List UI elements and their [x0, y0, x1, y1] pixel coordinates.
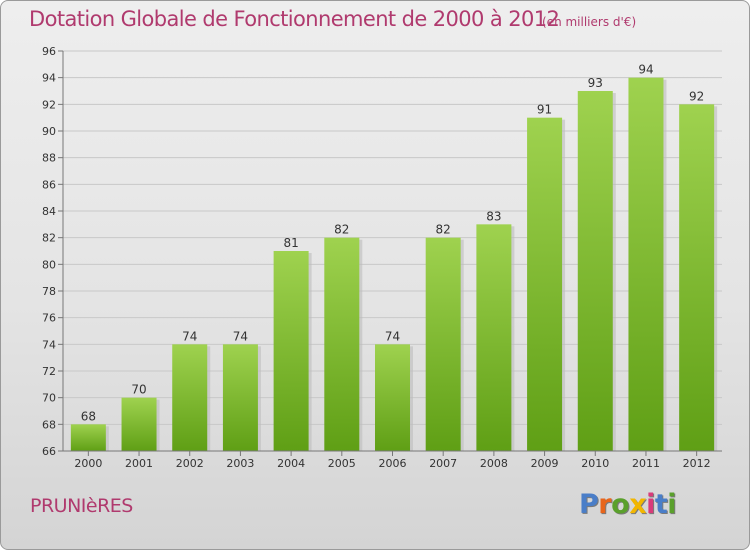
data-label: 82	[436, 223, 451, 237]
bar-2000	[70, 424, 106, 451]
bar-2003	[222, 344, 258, 451]
x-tick-label: 2010	[581, 457, 609, 470]
x-tick-label: 2006	[379, 457, 407, 470]
logo-letter: P	[579, 489, 599, 520]
bar-2002	[172, 344, 208, 451]
logo-letter: x	[629, 489, 647, 520]
y-tick-label: 86	[42, 178, 56, 191]
logo-letter: i	[646, 489, 655, 520]
x-tick-label: 2007	[429, 457, 457, 470]
y-tick-label: 66	[42, 445, 56, 458]
data-label: 82	[334, 223, 349, 237]
y-tick-label: 90	[42, 125, 56, 138]
y-tick-label: 84	[42, 205, 56, 218]
x-tick-label: 2004	[277, 457, 305, 470]
y-tick-label: 68	[42, 418, 56, 431]
logo-letter: t	[654, 489, 668, 520]
x-tick-label: 2012	[683, 457, 711, 470]
commune-name: PRUNIèRES	[30, 495, 133, 517]
y-tick-label: 96	[42, 45, 56, 58]
bar-2011	[628, 77, 664, 452]
bar-2004	[273, 251, 309, 451]
data-label: 93	[588, 76, 603, 90]
y-tick-label: 78	[42, 285, 56, 298]
bar-2007	[425, 237, 461, 451]
data-label: 74	[233, 329, 248, 343]
bar-2006	[375, 344, 410, 451]
data-label: 94	[638, 63, 653, 77]
bar-2009	[527, 117, 563, 452]
bars	[70, 77, 718, 452]
data-label: 70	[131, 383, 146, 397]
proxiti-logo[interactable]: Proxiti	[579, 489, 677, 520]
x-tick-label: 2011	[632, 457, 660, 470]
x-tick-label: 2003	[226, 457, 254, 470]
axes: 66 68 70 72 74 76 78 80 82 84 86 88 90 92 94 96 2000 2001…	[42, 45, 722, 470]
bar-2005	[324, 237, 360, 451]
x-tick-label: 2005	[328, 457, 356, 470]
y-tick-label: 70	[42, 392, 56, 405]
data-label: 74	[385, 329, 400, 343]
bar-2001	[121, 397, 157, 451]
y-tick-label: 72	[42, 365, 56, 378]
y-tick-label: 94	[42, 72, 56, 85]
y-tick-label: 88	[42, 152, 56, 165]
x-tick-label: 2002	[176, 457, 204, 470]
logo-letter: o	[611, 489, 630, 520]
data-label: 74	[182, 329, 197, 343]
chart-subtitle: (en milliers d'€)	[542, 15, 637, 29]
x-tick-label: 2000	[74, 457, 102, 470]
data-label: 83	[486, 209, 501, 223]
y-tick-label: 80	[42, 258, 56, 271]
data-label: 68	[81, 409, 96, 423]
data-label: 81	[283, 236, 298, 250]
x-tick-label: 2001	[125, 457, 153, 470]
data-label: 91	[537, 103, 552, 117]
data-labels: 68 70 74 74 81 82 74 82 83 91 93 94 92	[81, 63, 705, 424]
logo-letter: i	[667, 489, 677, 520]
logo-letter: r	[598, 489, 612, 520]
x-tick-label: 2008	[480, 457, 508, 470]
bar-2008	[476, 224, 512, 451]
chart-title: Dotation Globale de Fonctionnement de 20…	[29, 7, 560, 31]
data-label: 92	[689, 89, 704, 103]
y-tick-label: 76	[42, 312, 56, 325]
y-tick-label: 74	[42, 338, 56, 351]
x-tick-label: 2009	[531, 457, 559, 470]
y-tick-label: 82	[42, 232, 56, 245]
y-tick-label: 92	[42, 98, 56, 111]
bar-2010	[577, 91, 613, 451]
bar-2012	[679, 104, 715, 451]
